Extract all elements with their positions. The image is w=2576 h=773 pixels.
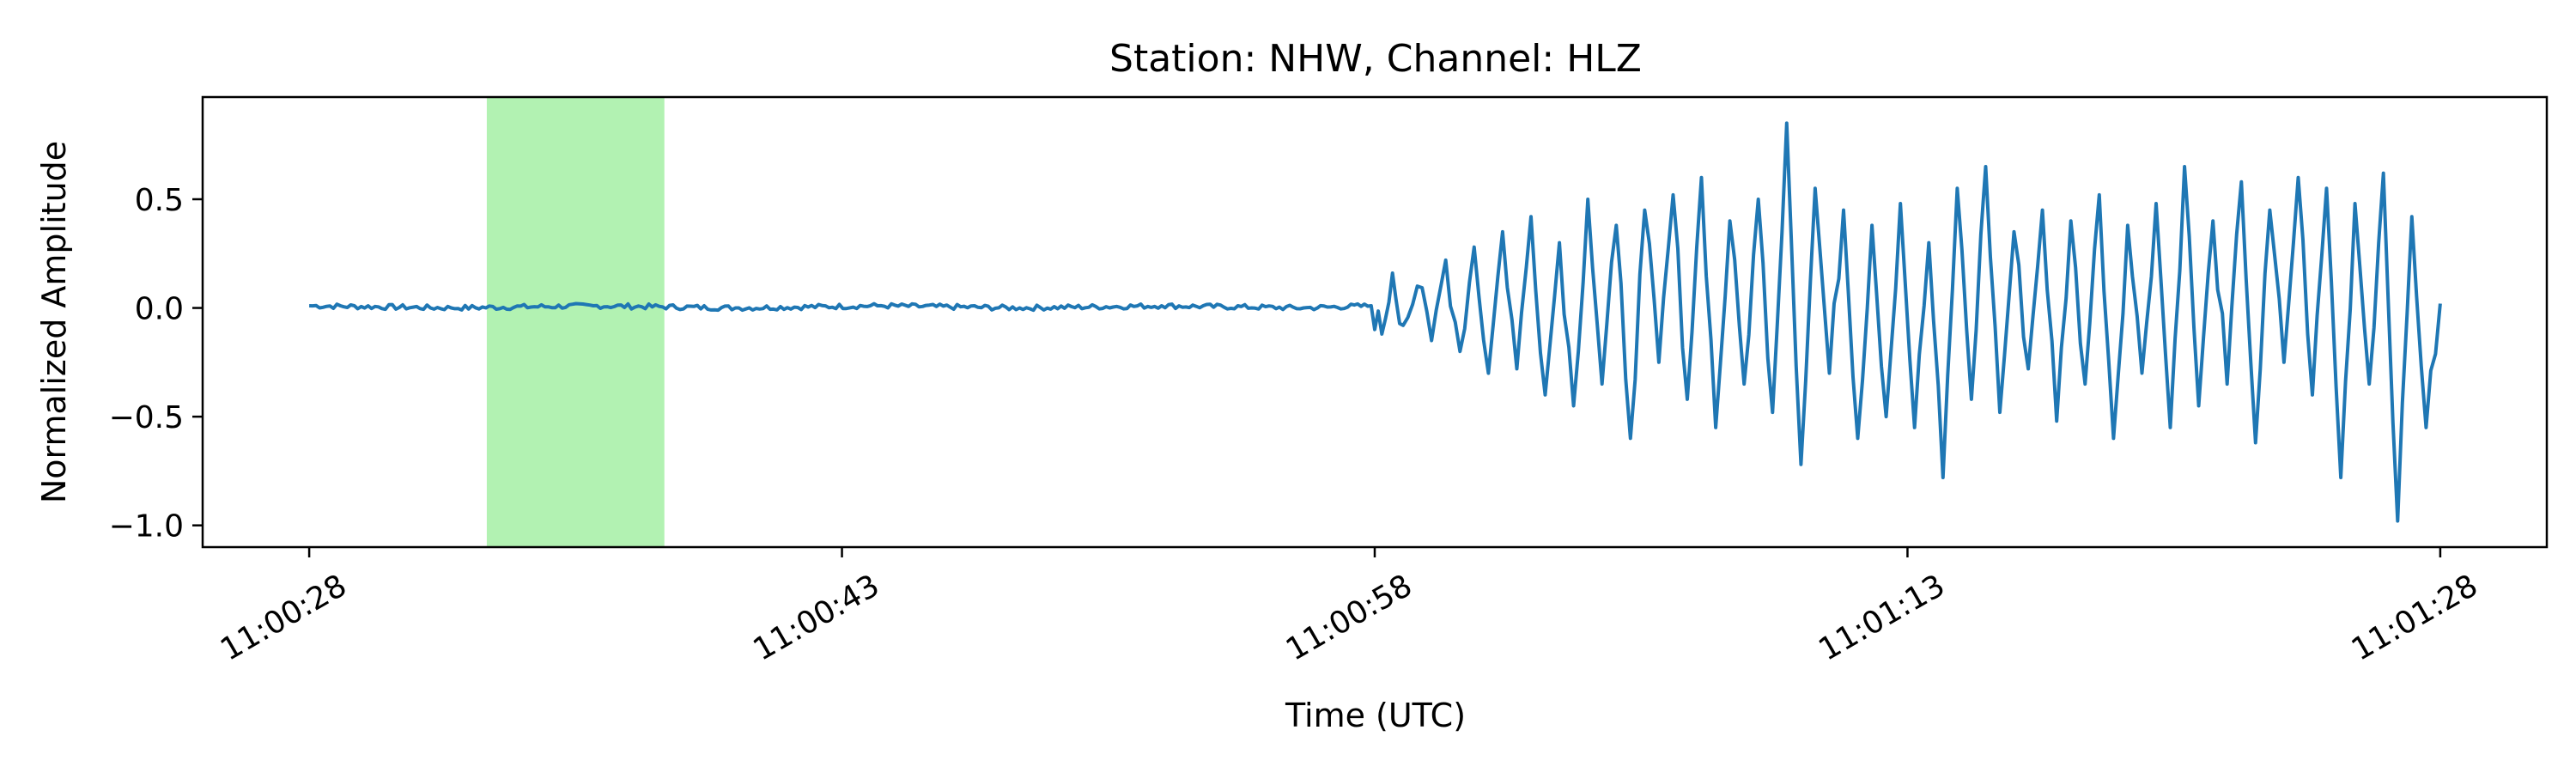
plot-area <box>309 97 2442 547</box>
chart-title: Station: NHW, Channel: HLZ <box>1109 37 1642 81</box>
x-axis-label: Time (UTC) <box>1285 697 1466 734</box>
y-tick-label: 0.5 <box>135 183 184 218</box>
y-tick-label: −0.5 <box>109 400 184 435</box>
x-tick-label: 11:01:13 <box>1813 568 1951 667</box>
y-axis-label: Normalized Amplitude <box>35 141 73 503</box>
highlight-window <box>486 97 665 547</box>
x-tick-label: 11:01:28 <box>2346 568 2484 667</box>
y-tick-label: 0.0 <box>135 292 184 327</box>
x-axis: 11:00:28 11:00:43 11:00:58 11:01:13 11:01:28 <box>215 547 2483 668</box>
x-tick-label: 11:00:58 <box>1280 568 1419 667</box>
x-tick-label: 11:00:43 <box>748 568 886 667</box>
waveform-line <box>309 121 2442 523</box>
x-tick-label: 11:00:28 <box>215 568 353 667</box>
y-axis: 0.5 0.0 −0.5 −1.0 <box>109 183 203 545</box>
y-tick-label: −1.0 <box>109 509 184 545</box>
